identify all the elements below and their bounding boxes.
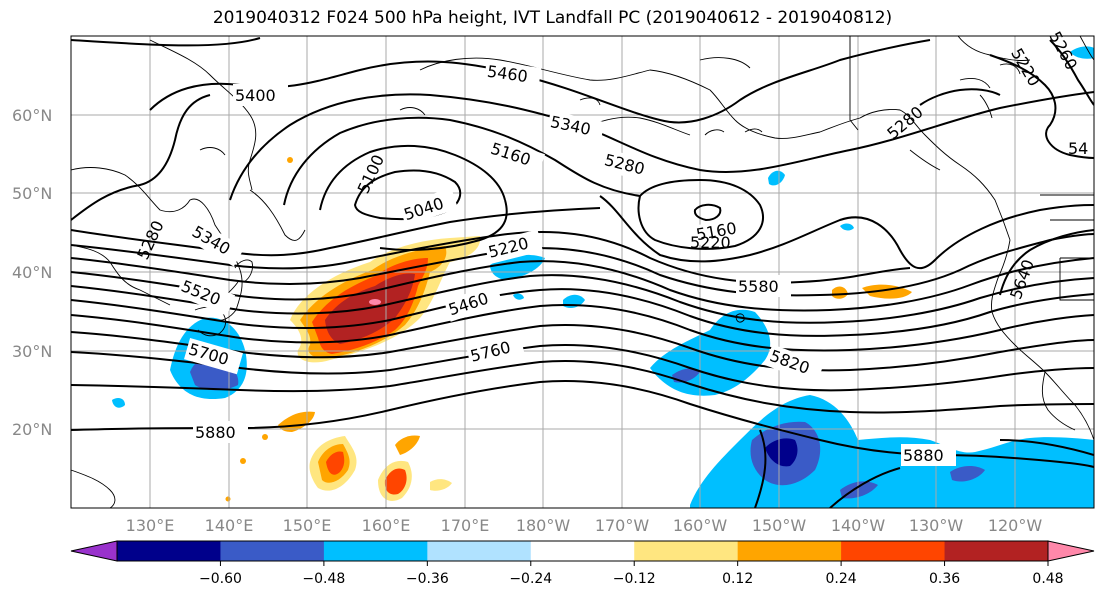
height-contours — [71, 37, 1094, 508]
colorbar-tick-label: −0.36 — [406, 571, 449, 587]
lon-label-130w: 130°W — [909, 516, 964, 535]
longitude-labels: 130°E 140°E 150°E 160°E 170°E 180°W 170°… — [126, 516, 1043, 535]
colorbar: −0.60 −0.48 −0.36 −0.24 −0.12 0.12 0.24 0.36 0.4… — [70, 540, 1095, 587]
lon-label-160e: 160°E — [362, 516, 411, 535]
colorbar-cell — [427, 541, 532, 561]
colorbar-cell — [530, 541, 635, 561]
colorbar-tick-label: −0.24 — [509, 571, 552, 587]
contour-label-5880-b: 5880 — [903, 446, 944, 465]
colorbar-tick-label: −0.48 — [302, 571, 345, 587]
colorbar-cell — [117, 541, 221, 561]
lat-label-20n: 20°N — [12, 420, 52, 439]
colorbar-cell — [944, 541, 1049, 561]
colorbar-tick-label: −0.12 — [613, 571, 656, 587]
colorbar-tick-label: 0.12 — [722, 571, 753, 587]
map-border — [70, 35, 1095, 509]
lon-label-170w: 170°W — [595, 516, 650, 535]
colorbar-tick-label: 0.24 — [826, 571, 857, 587]
lat-label-40n: 40°N — [12, 263, 52, 282]
colorbar-cell — [220, 541, 325, 561]
colorbar-extend-high — [1047, 540, 1095, 562]
colorbar-cell — [634, 541, 739, 561]
contour-label-5880-a: 5880 — [195, 423, 236, 442]
contour-label-5400: 5400 — [235, 86, 276, 105]
lon-label-140e: 140°E — [205, 516, 254, 535]
latitude-labels: 60°N 50°N 40°N 30°N 20°N — [12, 106, 52, 439]
lon-label-130e: 130°E — [126, 516, 175, 535]
colorbar-tick-label: 0.48 — [1032, 571, 1063, 587]
lon-label-120w: 120°W — [988, 516, 1043, 535]
lon-label-160w: 160°W — [673, 516, 728, 535]
lon-label-150w: 150°W — [752, 516, 807, 535]
lon-label-150e: 150°E — [283, 516, 332, 535]
colorbar-extend-low — [70, 540, 118, 562]
lat-label-30n: 30°N — [12, 342, 52, 361]
lon-label-140w: 140°W — [831, 516, 886, 535]
contour-label-5580: 5580 — [738, 277, 779, 296]
colorbar-tick-label: 0.36 — [929, 571, 960, 587]
coastlines — [71, 36, 1094, 508]
graticule — [71, 36, 1094, 508]
lon-label-180w: 180°W — [516, 516, 571, 535]
contour-label-54: 54 — [1068, 139, 1088, 158]
colorbar-cell — [323, 541, 428, 561]
map-title: 2019040312 F024 500 hPa height, IVT Land… — [212, 8, 893, 28]
colorbar-cell — [841, 541, 946, 561]
colorbar-cell — [737, 541, 842, 561]
colorbar-border — [116, 540, 1049, 562]
contour-label-5220-b: 5220 — [690, 233, 731, 252]
colorbar-tick-label: −0.60 — [199, 571, 242, 587]
lat-label-60n: 60°N — [12, 106, 52, 125]
lat-label-50n: 50°N — [12, 184, 52, 203]
lon-label-170e: 170°E — [441, 516, 490, 535]
